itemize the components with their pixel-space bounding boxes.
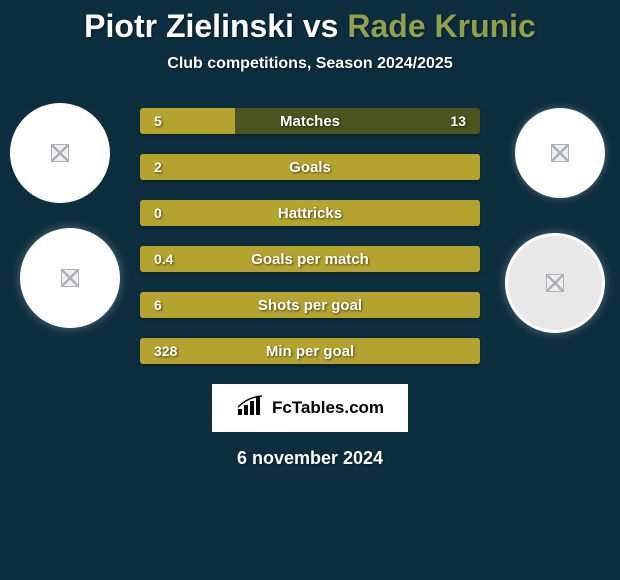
stat-label: Min per goal [140, 343, 480, 360]
player1-name: Piotr Zielinski [84, 8, 294, 44]
stats-bars: 5 Matches 13 2 Goals 0 Hattricks 0.4 Goa… [140, 103, 480, 364]
broken-image-icon [546, 274, 564, 292]
broken-image-icon [551, 144, 569, 162]
stat-label: Goals [140, 159, 480, 176]
stat-row: 0 Hattricks [140, 200, 480, 226]
stat-label: Hattricks [140, 205, 480, 222]
stat-label: Shots per goal [140, 297, 480, 314]
fctables-logo-icon [236, 395, 266, 422]
logo-box: FcTables.com [212, 384, 408, 432]
stat-right-value: 13 [450, 113, 466, 129]
stat-row: 5 Matches 13 [140, 108, 480, 134]
stat-row: 328 Min per goal [140, 338, 480, 364]
broken-image-icon [61, 269, 79, 287]
stat-row: 0.4 Goals per match [140, 246, 480, 272]
vs-text: vs [303, 8, 339, 44]
subtitle: Club competitions, Season 2024/2025 [0, 55, 620, 73]
player2-name: Rade Krunic [347, 8, 535, 44]
player2-badge-bottom [505, 233, 605, 333]
stat-label: Matches [140, 113, 480, 130]
comparison-title: Piotr Zielinski vs Rade Krunic [0, 0, 620, 45]
date-text: 6 november 2024 [0, 448, 620, 469]
stat-row: 2 Goals [140, 154, 480, 180]
player1-badge-top [10, 103, 110, 203]
content-area: 5 Matches 13 2 Goals 0 Hattricks 0.4 Goa… [0, 103, 620, 469]
player2-badge-top [515, 108, 605, 198]
broken-image-icon [51, 144, 69, 162]
stat-label: Goals per match [140, 251, 480, 268]
player1-badge-bottom [20, 228, 120, 328]
logo-text: FcTables.com [272, 398, 384, 418]
stat-row: 6 Shots per goal [140, 292, 480, 318]
